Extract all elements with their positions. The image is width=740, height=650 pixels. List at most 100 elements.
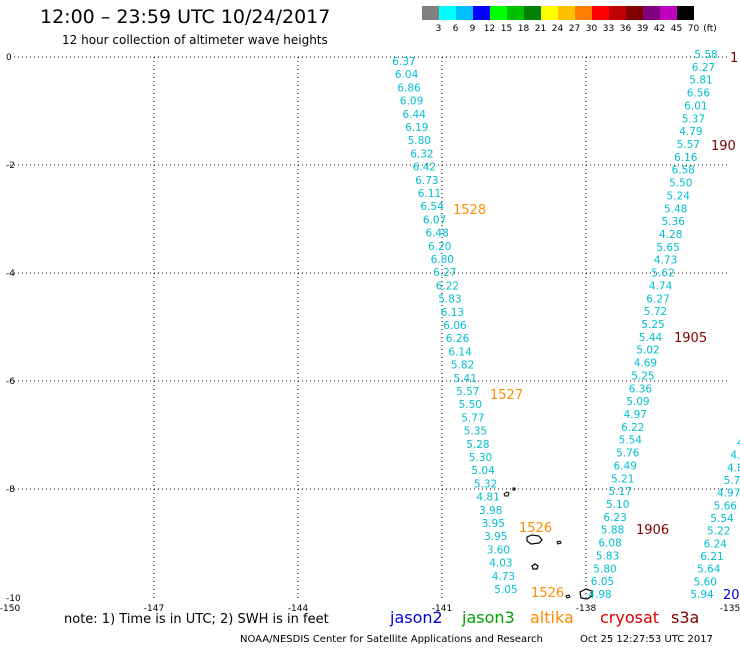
pass-number: 1526 <box>519 521 552 536</box>
swh-value: 5.10 <box>606 499 629 511</box>
swh-value: 6.58 <box>672 165 695 177</box>
swh-value: 6.56 <box>687 88 711 100</box>
legend-label: 3 <box>435 24 442 34</box>
page-subtitle: 12 hour collection of altimeter wave hei… <box>62 33 328 47</box>
legend-swatch <box>626 6 643 20</box>
legend-swatch <box>677 6 694 20</box>
swh-value: 6.22 <box>621 422 644 434</box>
island-shape <box>531 563 539 570</box>
swh-value: 5.24 <box>667 190 691 202</box>
swh-value: 6.06 <box>443 320 467 332</box>
island-shape <box>579 588 593 600</box>
swh-value: 6.36 <box>629 383 653 395</box>
pass-number: 20 <box>723 588 740 603</box>
legend-swatch <box>541 6 558 20</box>
swh-value: 5.57 <box>456 386 479 398</box>
legend-swatch <box>609 6 626 20</box>
legend-swatch <box>473 6 490 20</box>
legend-swatch <box>524 6 541 20</box>
swh-value: 5.82 <box>451 360 474 372</box>
swh-value: 6.08 <box>598 538 621 550</box>
swh-value: 5.88 <box>601 525 624 537</box>
pass-number: 1 <box>730 51 738 66</box>
swh-value: 6.24 <box>704 538 728 550</box>
swh-value: 3.60 <box>487 544 510 556</box>
swh-value: 5.28 <box>466 439 489 451</box>
lat-label: -10 <box>6 594 21 604</box>
legend-label: 18 <box>517 24 530 34</box>
lat-label: 0 <box>6 53 12 63</box>
islands <box>503 487 593 600</box>
lon-label: -147 <box>144 604 164 614</box>
swh-value: 5.25 <box>631 370 654 382</box>
lat-label: -6 <box>6 377 15 387</box>
legend-label: 21 <box>534 24 547 34</box>
swh-value: 6.27 <box>433 267 456 279</box>
swh-value: 6.13 <box>441 307 464 319</box>
pass-number: 190 <box>711 139 736 154</box>
legend-label: 12 <box>483 24 496 34</box>
swh-value: 6.01 <box>684 100 707 112</box>
swh-value: 5.54 <box>710 513 734 525</box>
swh-value: 5.41 <box>454 373 477 385</box>
island-shape <box>512 487 516 491</box>
swh-value: 5.57 <box>677 139 700 151</box>
legend-swatch <box>490 6 507 20</box>
swh-value: 4. <box>737 437 740 449</box>
legend-swatch <box>660 6 677 20</box>
legend-label: 45 <box>670 24 683 34</box>
pass-number: 1526 <box>531 586 564 601</box>
swh-value: 5.50 <box>459 399 482 411</box>
swh-value: 3.95 <box>484 531 507 543</box>
pass-number: 1905 <box>674 331 707 346</box>
swh-value: 5.77 <box>461 412 484 424</box>
swh-value: 4.97 <box>624 409 647 421</box>
swh-value: 5.7 <box>724 475 740 487</box>
satellite-name: jason2 <box>390 608 443 627</box>
swh-value: 6.21 <box>700 551 723 563</box>
swh-value: 5.64 <box>697 564 721 576</box>
swh-value: 5.32 <box>474 478 497 490</box>
swh-value: 5.30 <box>469 452 492 464</box>
swh-value: 5.25 <box>641 319 664 331</box>
swh-value: 6.20 <box>428 241 451 253</box>
legend-label: 6 <box>452 24 459 34</box>
lon-label: -144 <box>288 604 309 614</box>
legend-label: 42 <box>653 24 666 34</box>
swh-value: 6.44 <box>403 109 427 121</box>
swh-value: 5.66 <box>714 500 738 512</box>
swh-value: 5.80 <box>408 135 431 147</box>
credit-line: NOAA/NESDIS Center for Satellite Applica… <box>240 634 543 645</box>
swh-value: 6.80 <box>431 254 454 266</box>
legend-label: 9 <box>469 24 476 34</box>
swh-value: 5.83 <box>438 294 461 306</box>
footer-note: note: 1) Time is in UTC; 2) SWH is in fe… <box>64 612 329 627</box>
swh-value: 5.22 <box>707 526 730 538</box>
swh-value: 6.07 <box>423 214 446 226</box>
swh-value: 6.48 <box>425 228 448 240</box>
island-shape <box>556 540 562 545</box>
swh-value: 4.74 <box>649 280 673 292</box>
swh-value: 6.27 <box>692 62 715 74</box>
pass-number: 1528 <box>453 203 486 218</box>
swh-value: 6.27 <box>646 293 669 305</box>
swh-value: 6.14 <box>448 346 472 358</box>
swh-value: 4.69 <box>634 358 657 370</box>
swh-value: 6.04 <box>395 69 419 81</box>
swh-value: 5.80 <box>593 563 616 575</box>
legend-label: 24 <box>551 24 564 34</box>
swh-value: 5.76 <box>616 448 640 460</box>
island-shape <box>526 534 543 545</box>
legend-label: 15 <box>500 24 513 34</box>
swh-value: 4.79 <box>679 126 702 138</box>
swh-value: 6.16 <box>674 152 698 164</box>
swh-value: 5.48 <box>664 203 687 215</box>
swh-value: 6.22 <box>436 280 459 292</box>
lat-label: -2 <box>6 161 15 171</box>
swh-value: 5.36 <box>662 216 686 228</box>
lon-label: -138 <box>576 604 597 614</box>
swh-value: 6.49 <box>614 460 637 472</box>
legend-swatch <box>575 6 592 20</box>
satellite-name: cryosat <box>600 608 660 627</box>
swh-value: 3.95 <box>482 518 505 530</box>
